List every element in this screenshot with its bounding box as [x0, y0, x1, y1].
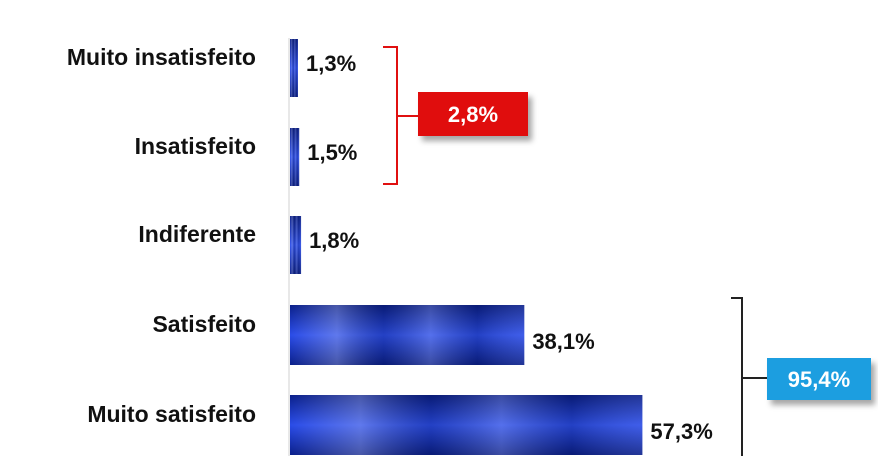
- negative-group-bracket: [383, 46, 418, 185]
- negative-group-annotation: 2,8%: [383, 46, 528, 185]
- bar-sheen-4: [290, 395, 643, 455]
- value-label-3: 38,1%: [532, 329, 594, 354]
- bars-layer: [290, 39, 643, 455]
- category-label-1: Insatisfeito: [135, 133, 256, 159]
- value-label-1: 1,5%: [307, 140, 357, 165]
- positive-group-bracket: [731, 297, 767, 456]
- bar-sheen-2: [290, 216, 302, 274]
- bar-sheen-0: [290, 39, 298, 97]
- bar-sheen-3: [290, 305, 525, 365]
- negative-total-badge: [418, 92, 528, 136]
- positive-group-annotation: 95,4%: [731, 297, 871, 456]
- positive-total-badge: [767, 358, 871, 400]
- value-labels-layer: 1,3% 1,5% 1,8% 38,1% 57,3%: [306, 51, 713, 444]
- negative-total-label: 2,8%: [448, 102, 498, 127]
- category-label-2: Indiferente: [138, 221, 256, 247]
- value-label-2: 1,8%: [309, 228, 359, 253]
- category-labels-layer: Muito insatisfeito Insatisfeito Indiferent…: [67, 44, 256, 427]
- category-label-0: Muito insatisfeito: [67, 44, 256, 70]
- value-label-4: 57,3%: [650, 419, 712, 444]
- bar-sheen-1: [290, 128, 300, 186]
- category-label-3: Satisfeito: [152, 311, 256, 337]
- positive-total-label: 95,4%: [788, 367, 850, 392]
- category-label-4: Muito satisfeito: [87, 401, 256, 427]
- value-label-0: 1,3%: [306, 51, 356, 76]
